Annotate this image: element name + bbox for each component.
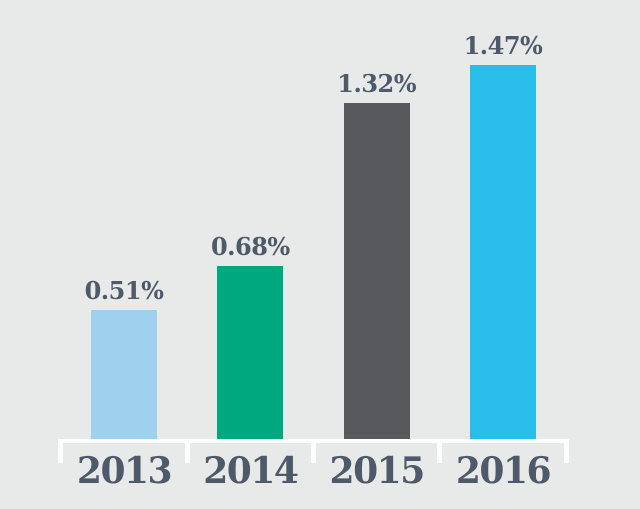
- axis-tick: [310, 439, 316, 463]
- bar-value-label: 0.51%: [84, 276, 164, 305]
- bar-value-label: 0.68%: [210, 232, 290, 261]
- bar-2013: [91, 310, 157, 440]
- bar-value-label: 1.32%: [337, 69, 417, 98]
- bar-value-label: 1.47%: [463, 31, 543, 60]
- x-axis-label-2015: 2015: [329, 450, 426, 492]
- x-axis-label-2013: 2013: [76, 450, 173, 492]
- bar-2015: [343, 103, 410, 440]
- axis-tick: [437, 439, 443, 463]
- axis-tick: [563, 439, 569, 463]
- bar-2014: [217, 266, 284, 440]
- axis-tick: [184, 439, 190, 463]
- x-axis-label-2014: 2014: [203, 450, 299, 492]
- x-axis-label-2016: 2016: [455, 450, 552, 492]
- bar-2016: [469, 65, 536, 440]
- axis-tick: [58, 439, 64, 463]
